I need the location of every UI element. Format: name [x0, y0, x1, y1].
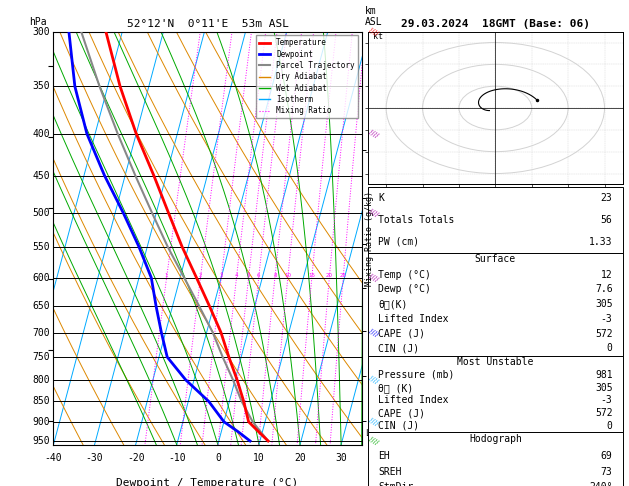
Text: Dewp (°C): Dewp (°C) [378, 284, 431, 295]
Text: 300: 300 [33, 27, 50, 36]
Text: 3: 3 [220, 273, 223, 278]
Text: 4: 4 [235, 273, 238, 278]
Text: 981: 981 [595, 370, 613, 380]
Text: 25: 25 [340, 273, 347, 278]
Text: CIN (J): CIN (J) [378, 421, 420, 431]
Bar [368, 433, 623, 486]
Text: EH: EH [378, 451, 390, 461]
Text: Hodograph: Hodograph [469, 434, 522, 444]
Text: Totals Totals: Totals Totals [378, 214, 455, 225]
Text: Pressure (mb): Pressure (mb) [378, 370, 455, 380]
Text: 305: 305 [595, 299, 613, 309]
Text: 350: 350 [33, 81, 50, 91]
Text: -10: -10 [168, 453, 186, 463]
Text: -3: -3 [601, 396, 613, 405]
Text: 600: 600 [33, 273, 50, 283]
Text: 550: 550 [33, 242, 50, 252]
Text: -20: -20 [127, 453, 145, 463]
Text: θᴇ(K): θᴇ(K) [378, 299, 408, 309]
Text: 400: 400 [33, 129, 50, 139]
Text: PW (cm): PW (cm) [378, 237, 420, 246]
Text: CIN (J): CIN (J) [378, 344, 420, 353]
Text: 10: 10 [253, 453, 265, 463]
Text: km
ASL: km ASL [365, 6, 382, 27]
Bar [368, 356, 623, 433]
Text: 900: 900 [33, 417, 50, 427]
Text: 20: 20 [326, 273, 333, 278]
Text: StmDir: StmDir [378, 482, 413, 486]
Text: 950: 950 [33, 436, 50, 446]
Legend: Temperature, Dewpoint, Parcel Trajectory, Dry Adiabat, Wet Adiabat, Isotherm, Mi: Temperature, Dewpoint, Parcel Trajectory… [255, 35, 358, 118]
Text: Lifted Index: Lifted Index [378, 396, 448, 405]
Text: ////: //// [368, 328, 379, 337]
Text: 12: 12 [601, 270, 613, 280]
Text: 20: 20 [294, 453, 306, 463]
Text: 650: 650 [33, 301, 50, 311]
Text: 450: 450 [33, 171, 50, 181]
Text: Most Unstable: Most Unstable [457, 357, 533, 367]
Text: 1: 1 [165, 273, 169, 278]
Text: 52°12'N  0°11'E  53m ASL: 52°12'N 0°11'E 53m ASL [126, 19, 289, 29]
Text: 240°: 240° [589, 482, 613, 486]
Text: 7.6: 7.6 [595, 284, 613, 295]
Text: CAPE (J): CAPE (J) [378, 408, 425, 418]
Text: 0: 0 [215, 453, 221, 463]
Text: ////: //// [368, 417, 379, 427]
Text: kt: kt [373, 32, 383, 41]
Text: 69: 69 [601, 451, 613, 461]
Text: 73: 73 [601, 467, 613, 477]
Text: K: K [378, 192, 384, 203]
Text: CAPE (J): CAPE (J) [378, 329, 425, 339]
Text: 56: 56 [601, 214, 613, 225]
Text: Mixing Ratio (g/kg): Mixing Ratio (g/kg) [365, 191, 374, 286]
Bar [368, 187, 623, 253]
Text: -3: -3 [601, 314, 613, 324]
Text: 500: 500 [33, 208, 50, 218]
Text: SREH: SREH [378, 467, 402, 477]
Text: Surface: Surface [475, 255, 516, 264]
Text: ////: //// [368, 436, 379, 446]
Text: -30: -30 [86, 453, 103, 463]
Text: ////: //// [368, 208, 379, 218]
Text: 29.03.2024  18GMT (Base: 06): 29.03.2024 18GMT (Base: 06) [401, 19, 590, 29]
Text: ////: //// [368, 375, 379, 385]
Text: 0: 0 [606, 344, 613, 353]
Text: LCL: LCL [365, 429, 380, 438]
Bar [368, 253, 623, 356]
Text: 8: 8 [273, 273, 277, 278]
Text: 6: 6 [257, 273, 260, 278]
Text: 23: 23 [601, 192, 613, 203]
Text: 10: 10 [284, 273, 291, 278]
Text: 30: 30 [335, 453, 347, 463]
Text: 15: 15 [308, 273, 315, 278]
Text: ////: //// [368, 27, 379, 36]
Text: Dewpoint / Temperature (°C): Dewpoint / Temperature (°C) [116, 478, 299, 486]
Text: θᴇ (K): θᴇ (K) [378, 382, 413, 393]
Text: 572: 572 [595, 408, 613, 418]
Text: 0: 0 [606, 421, 613, 431]
Text: 700: 700 [33, 328, 50, 337]
Text: 5: 5 [247, 273, 250, 278]
Text: 1.33: 1.33 [589, 237, 613, 246]
Text: Lifted Index: Lifted Index [378, 314, 448, 324]
Text: -40: -40 [45, 453, 62, 463]
Text: 800: 800 [33, 375, 50, 385]
Bar [368, 32, 623, 184]
Text: Temp (°C): Temp (°C) [378, 270, 431, 280]
Text: ////: //// [368, 273, 379, 283]
Text: 850: 850 [33, 397, 50, 406]
Text: hPa: hPa [29, 17, 47, 27]
Text: ////: //// [368, 129, 379, 139]
Text: 2: 2 [199, 273, 202, 278]
Text: 305: 305 [595, 382, 613, 393]
Text: 750: 750 [33, 352, 50, 362]
Text: 572: 572 [595, 329, 613, 339]
